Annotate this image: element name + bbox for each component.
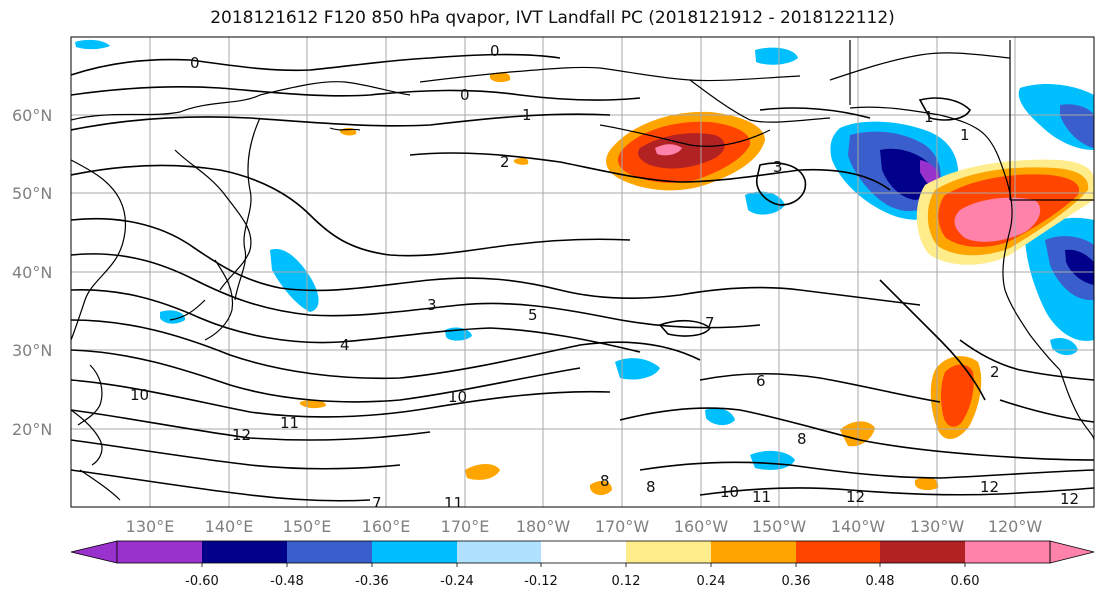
contour-label: 10 — [130, 386, 149, 404]
colorbar-segment — [626, 541, 711, 563]
contour-label: 12 — [232, 426, 251, 444]
anomaly-positive-small-4 — [490, 72, 511, 83]
colorbar-tick-label: -0.36 — [355, 574, 389, 589]
anomaly-negative-small-3 — [745, 191, 785, 215]
colorbar-segment — [287, 541, 372, 563]
contour-label: 2 — [500, 153, 510, 171]
lat-label: 30°N — [12, 341, 52, 360]
anomaly-positive-pacific-northwest-max — [954, 197, 1041, 242]
anomaly-negative-small-8 — [705, 408, 735, 426]
contour-label: 2 — [990, 363, 1000, 381]
lon-label: 160°E — [362, 517, 411, 536]
plot-title: 2018121612 F120 850 hPa qvapor, IVT Land… — [210, 8, 895, 28]
anomaly-negative-west-us-min — [1065, 249, 1094, 285]
contour-label: 1 — [924, 108, 934, 126]
colorbar-tick-label: -0.60 — [185, 574, 219, 589]
lon-label: 180°W — [516, 517, 571, 536]
colorbar-tick-label: 0.12 — [612, 574, 641, 589]
lon-label: 120°W — [988, 517, 1043, 536]
contour-label: 0 — [490, 42, 500, 60]
contour-label: 10 — [448, 388, 467, 406]
colorbar-tick-label: 0.36 — [782, 574, 811, 589]
plot-frame — [70, 36, 1095, 508]
anomaly-negative-small-6 — [75, 39, 110, 50]
colorbar-tick-label: 0.24 — [697, 574, 726, 589]
contour-label: 11 — [444, 494, 463, 512]
colorbar-segment — [880, 541, 965, 563]
lon-label: 160°W — [674, 517, 729, 536]
latitude-labels: 60°N 50°N 40°N 30°N 20°N — [12, 106, 52, 439]
contour-label: 8 — [797, 430, 807, 448]
contour-label: 0 — [460, 86, 470, 104]
contour-label: 8 — [646, 478, 656, 496]
contours — [71, 53, 1094, 502]
lon-label: 140°W — [831, 517, 886, 536]
anomaly-positive-small-2 — [465, 464, 500, 480]
contour-label: 7 — [372, 494, 382, 512]
contour-label: 12 — [846, 488, 865, 506]
anomaly-positive-small-8 — [514, 157, 529, 165]
lon-label: 130°W — [910, 517, 965, 536]
contour-label: 11 — [752, 488, 771, 506]
lat-label: 60°N — [12, 106, 52, 125]
lon-label: 150°E — [283, 517, 332, 536]
anomaly-positive-aleutians-strong — [638, 133, 725, 169]
colorbar-frame — [116, 540, 1051, 564]
contour-label: 4 — [340, 336, 350, 354]
shading-layer — [75, 39, 1094, 496]
colorbar-segment — [541, 541, 626, 563]
lat-label: 20°N — [12, 420, 52, 439]
colorbar-segment — [457, 541, 541, 563]
anomaly-positive-aleutians-max — [655, 144, 682, 156]
lon-label: 170°E — [441, 517, 490, 536]
anomaly-negative-small-5 — [755, 47, 798, 65]
lat-label: 40°N — [12, 263, 52, 282]
contour-label: 12 — [980, 478, 999, 496]
lon-label: 130°E — [126, 517, 175, 536]
colorbar-tick-label: -0.12 — [524, 574, 558, 589]
anomaly-positive-small-3 — [590, 480, 612, 496]
lon-label: 170°W — [595, 517, 650, 536]
colorbar-tick-label: -0.48 — [270, 574, 304, 589]
contour-labels: 0 0 0 1 1 1 2 2 3 3 4 5 6 7 8 8 8 10 10 … — [130, 42, 1079, 512]
contour-label: 12 — [1060, 490, 1079, 508]
lon-label: 150°W — [752, 517, 807, 536]
anomaly-negative-small-1 — [270, 249, 319, 312]
contour-label: 3 — [773, 158, 783, 176]
colorbar-segment — [117, 541, 202, 563]
anomaly-positive-subtropics-core — [940, 364, 974, 427]
lon-label: 140°E — [205, 517, 254, 536]
contour-label: 5 — [528, 306, 538, 324]
contour-label: 6 — [756, 372, 766, 390]
anomaly-negative-small-10 — [1050, 338, 1078, 356]
contour-label: 7 — [705, 314, 715, 332]
anomaly-negative-small-9 — [160, 310, 186, 324]
colorbar-segment — [202, 541, 287, 563]
coastlines — [71, 40, 1094, 501]
lat-label: 50°N — [12, 184, 52, 203]
colorbar-segment — [711, 541, 796, 563]
contour-label: 3 — [427, 296, 437, 314]
colorbar-segment — [796, 541, 880, 563]
contour-label: 8 — [600, 472, 610, 490]
anomaly-positive-small-5 — [915, 477, 939, 491]
contour-label: 0 — [190, 54, 200, 72]
colorbar-extend-high — [1049, 540, 1095, 564]
contour-label: 1 — [522, 106, 532, 124]
longitude-labels: 130°E 140°E 150°E 160°E 170°E 180°W 170°… — [126, 517, 1043, 536]
colorbar-tick-label: 0.60 — [951, 574, 980, 589]
contour-label: 1 — [960, 126, 970, 144]
colorbar-tick-label: -0.24 — [440, 574, 474, 589]
colorbar-segment — [965, 541, 1050, 563]
contour-label: 10 — [720, 483, 739, 501]
colorbar-tick-label: 0.48 — [866, 574, 895, 589]
contour-label: 11 — [280, 414, 299, 432]
colorbar-extend-low — [70, 540, 118, 564]
anomaly-negative-small-2 — [615, 358, 660, 380]
colorbar-segment — [372, 541, 457, 563]
colorbar: -0.60 -0.48 -0.36 -0.24 -0.12 0.12 0.24 … — [70, 540, 1095, 589]
